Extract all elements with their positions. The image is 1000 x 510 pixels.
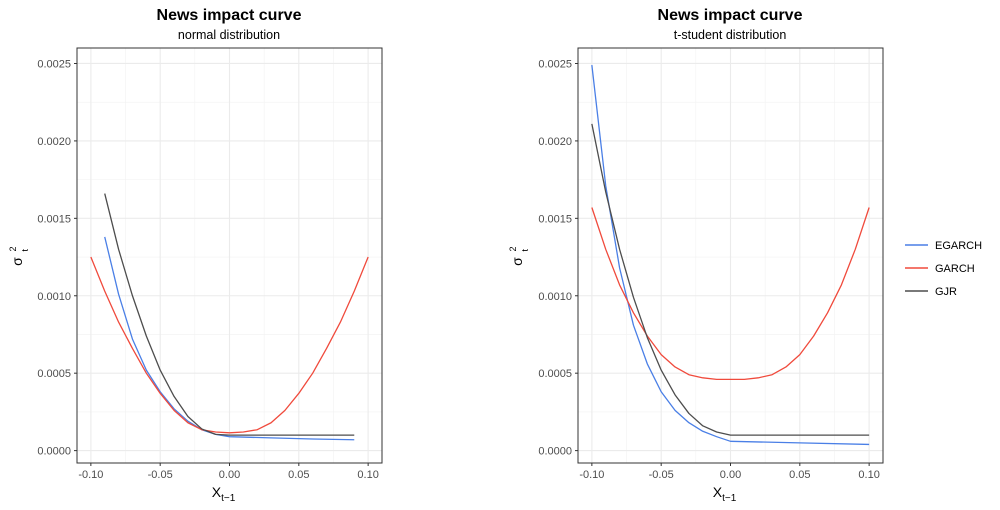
y-tick-label: 0.0010 (538, 291, 572, 303)
y-axis-label-main: σ (9, 257, 25, 266)
series-line-egarch (104, 236, 355, 441)
y-tick-label: 0.0025 (37, 58, 71, 70)
x-axis-label-subscript: t−1 (221, 493, 236, 504)
x-tick-label: 0.05 (288, 469, 309, 481)
x-tick-label: -0.05 (148, 469, 173, 481)
x-tick-label: 0.00 (219, 469, 240, 481)
series-line-gjr (104, 193, 355, 436)
y-tick-label: 0.0010 (37, 291, 71, 303)
x-axis-label-main: X (212, 484, 222, 500)
x-axis-label: Xt−1 (212, 484, 236, 504)
x-tick-label: -0.10 (78, 469, 103, 481)
chart-panel-2: -0.10 -0.05 0.00 0.05 0.10 0.0000 0.0005 0.0010… (508, 7, 884, 504)
x-tick-label: -0.05 (649, 469, 674, 481)
y-tick-label: 0.0020 (37, 136, 71, 148)
y-tick-label: 0.0020 (538, 136, 572, 148)
legend-label-garch: GARCH (935, 263, 975, 275)
chart-subtitle: normal distribution (178, 28, 280, 42)
x-axis-label-main: X (713, 484, 723, 500)
y-axis-label-main: σ (509, 257, 525, 266)
y-tick-label: 0.0000 (538, 446, 572, 458)
series-line-garch (591, 207, 870, 381)
y-axis-label: σ 2 t (508, 246, 530, 265)
chart-subtitle: t-student distribution (674, 28, 787, 42)
series-line-egarch (591, 64, 870, 446)
legend: EGARCH GARCH GJR (905, 240, 982, 298)
x-tick-label: 0.05 (789, 469, 810, 481)
y-axis-label-superscript: 2 (8, 246, 18, 251)
x-axis-label-subscript: t−1 (722, 493, 737, 504)
chart-title: News impact curve (157, 7, 302, 24)
y-axis-label-subscript: t (520, 249, 530, 252)
x-tick-label: 0.00 (720, 469, 741, 481)
series-line-gjr (591, 123, 870, 436)
y-tick-label: 0.0025 (538, 58, 572, 70)
y-tick-label: 0.0005 (538, 368, 572, 380)
x-axis-label: Xt−1 (713, 484, 737, 504)
y-axis-label-subscript: t (20, 249, 30, 252)
x-tick-label: 0.10 (357, 469, 378, 481)
y-tick-label: 0.0015 (538, 213, 572, 225)
y-tick-label: 0.0000 (37, 446, 71, 458)
chart-panel-1: -0.10 -0.05 0.00 0.05 0.10 0.0000 0.0005 0.0010… (8, 7, 383, 504)
series-line-garch (90, 256, 369, 434)
chart-title: News impact curve (658, 7, 803, 24)
x-tick-label: -0.10 (579, 469, 604, 481)
y-tick-label: 0.0015 (37, 213, 71, 225)
y-tick-label: 0.0005 (37, 368, 71, 380)
x-tick-label: 0.10 (858, 469, 879, 481)
legend-label-gjr: GJR (935, 286, 957, 298)
y-axis-label-superscript: 2 (508, 246, 518, 251)
legend-label-egarch: EGARCH (935, 240, 982, 252)
y-axis-label: σ 2 t (8, 246, 30, 265)
